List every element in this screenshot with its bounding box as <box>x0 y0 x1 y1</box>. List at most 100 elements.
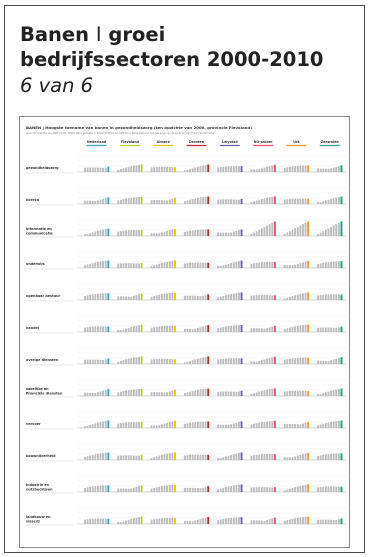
bar <box>135 357 138 364</box>
bar <box>304 453 307 460</box>
bar <box>322 454 325 460</box>
bar <box>171 260 174 268</box>
bar <box>140 516 143 524</box>
bar <box>155 425 158 428</box>
bar <box>153 519 156 524</box>
bar <box>299 293 302 300</box>
bar <box>317 394 319 396</box>
bar <box>196 488 199 492</box>
bar <box>138 230 140 236</box>
bar <box>235 391 238 396</box>
bar <box>89 167 92 172</box>
bar <box>258 262 261 268</box>
bar <box>268 421 271 428</box>
bar <box>161 294 163 300</box>
bar <box>289 390 291 396</box>
bar <box>250 263 253 268</box>
bar <box>238 422 240 428</box>
bar <box>204 486 207 492</box>
bar <box>166 293 169 300</box>
bar <box>255 454 258 460</box>
bar <box>322 294 325 300</box>
bar <box>319 263 322 268</box>
bar <box>268 389 271 396</box>
bar <box>89 455 92 460</box>
bar <box>125 167 127 172</box>
bar <box>235 453 238 460</box>
bar <box>99 422 102 428</box>
bar <box>291 326 294 332</box>
bar <box>273 454 276 460</box>
bar <box>327 391 330 396</box>
bar <box>171 198 174 204</box>
bar <box>268 487 271 492</box>
bar <box>99 359 102 364</box>
bar <box>150 458 153 460</box>
bar <box>286 391 289 396</box>
bar <box>91 326 94 332</box>
bar <box>296 198 299 204</box>
bar <box>199 421 202 428</box>
bar <box>327 486 330 492</box>
bar <box>235 485 238 492</box>
bar <box>153 487 156 492</box>
bar <box>340 196 343 204</box>
bar <box>289 296 291 300</box>
bar <box>186 231 189 236</box>
bar <box>294 264 297 268</box>
bar <box>266 487 268 492</box>
bar <box>199 197 202 204</box>
bar <box>102 229 105 236</box>
bar <box>107 293 110 300</box>
bar <box>332 453 335 460</box>
bar <box>99 230 102 236</box>
bar <box>222 391 225 396</box>
bar <box>174 517 176 524</box>
bar <box>258 199 261 204</box>
bar <box>227 294 230 300</box>
bar <box>166 422 169 428</box>
bar <box>183 232 186 236</box>
bar <box>163 485 166 492</box>
bar <box>330 261 332 268</box>
bar <box>207 229 210 236</box>
bar <box>102 167 105 172</box>
bar <box>102 453 105 460</box>
bar <box>104 197 107 204</box>
bar <box>183 487 186 492</box>
bar <box>304 198 307 204</box>
bar <box>217 328 220 332</box>
bar <box>266 225 268 236</box>
bar <box>327 327 330 332</box>
bar <box>94 231 97 236</box>
bar <box>168 517 171 524</box>
bar <box>225 487 227 492</box>
bar <box>130 389 133 396</box>
bar <box>84 519 86 524</box>
bar <box>232 454 235 460</box>
bar <box>271 453 274 460</box>
bar <box>119 455 122 460</box>
bar <box>166 517 169 524</box>
bar <box>332 225 335 236</box>
bar <box>202 454 204 460</box>
bar <box>294 198 297 204</box>
bar <box>263 390 266 396</box>
bar <box>130 455 133 460</box>
bar <box>304 324 307 332</box>
bar <box>189 295 191 300</box>
bar <box>155 359 158 364</box>
bar <box>183 295 186 300</box>
bar <box>97 485 99 492</box>
bar <box>153 425 156 428</box>
bar <box>291 518 294 524</box>
bar <box>217 359 220 364</box>
bar <box>266 389 268 396</box>
bar <box>158 392 161 396</box>
bar <box>271 420 274 428</box>
bar <box>225 391 227 396</box>
figure-caption: groei ten opzichte van 2000 (index, 2000… <box>26 132 214 135</box>
bar <box>97 518 99 524</box>
bar <box>89 326 92 332</box>
bar <box>183 328 186 332</box>
